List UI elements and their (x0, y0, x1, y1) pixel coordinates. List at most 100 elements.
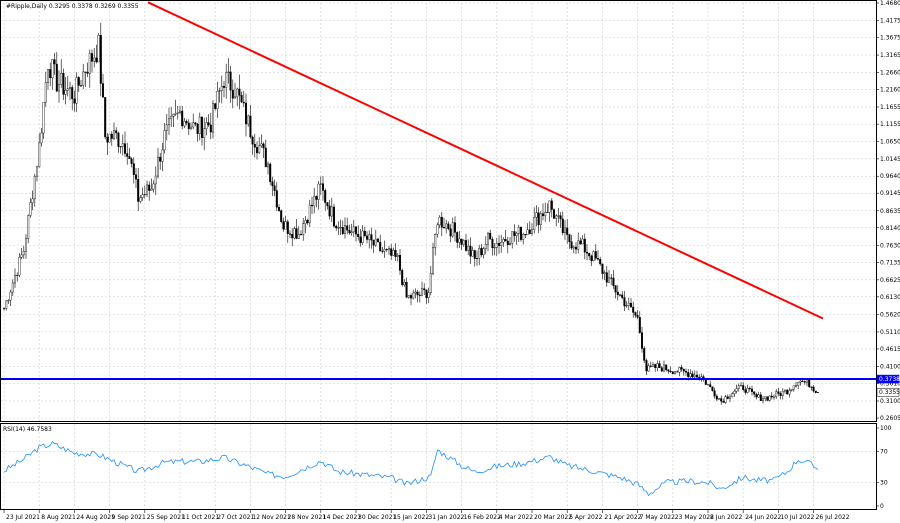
candle-body (123, 143, 126, 154)
candle-body (86, 71, 89, 74)
candle-body (645, 360, 648, 372)
price-label-text: 0.3738 (879, 376, 900, 383)
candle-body (363, 230, 366, 237)
candle-body (770, 395, 773, 398)
price-tick-label: 1.4680 (880, 0, 900, 7)
candle-body (744, 389, 747, 393)
candle-body (469, 245, 472, 257)
candle-body (79, 85, 82, 87)
candle-body (209, 124, 212, 133)
candle-body (418, 294, 421, 296)
candle-body (328, 205, 331, 217)
candle-body (676, 371, 679, 373)
price-tick-label: 1.4175 (880, 17, 900, 24)
candle-body (145, 184, 148, 195)
candle-body (42, 102, 45, 134)
price-tick-label: 0.3610 (880, 380, 900, 387)
time-tick-label: 31 Jan 2022 (428, 514, 464, 521)
candle-body (766, 396, 769, 401)
candle-body (379, 241, 382, 252)
candle-body (29, 202, 32, 216)
candle-body (231, 89, 234, 99)
resistance-trendline[interactable] (147, 1, 824, 320)
time-tick-label: 9 Sep 2021 (112, 514, 146, 521)
candle-body (95, 57, 98, 63)
candle-body (539, 213, 542, 225)
candle-body (322, 183, 325, 191)
candle-body (553, 209, 556, 219)
candle-body (352, 226, 355, 233)
candle-body (249, 115, 252, 138)
candle-body (555, 215, 558, 219)
candle-body (203, 128, 206, 139)
candle-body (572, 246, 575, 249)
candle-body (535, 212, 538, 218)
chart-title: #Ripple,Daily 0.3295 0.3378 0.3269 0.335… (6, 3, 139, 10)
candle-body (735, 388, 738, 392)
candle-body (407, 295, 410, 298)
candle-body (546, 212, 549, 214)
candle-body (130, 158, 133, 164)
candle-body (183, 121, 186, 127)
candle-body (31, 198, 34, 203)
candle-body (753, 391, 756, 395)
candle-body (654, 364, 657, 368)
candle-body (663, 364, 666, 372)
rsi-tick-label: 70 (880, 448, 888, 455)
candle-body (392, 249, 395, 256)
candle-body (196, 123, 199, 134)
time-tick-label: 27 Oct 2021 (217, 514, 254, 521)
candle-body (656, 363, 659, 368)
candle-body (476, 258, 479, 260)
candle-body (480, 247, 483, 255)
candle-body (286, 221, 289, 234)
price-tick-label: 0.3100 (880, 398, 900, 405)
time-tick-label: 30 Dec 2021 (358, 514, 397, 521)
candle-body (737, 385, 740, 389)
candle-body (44, 82, 47, 103)
time-tick-label: 23 May 2022 (675, 514, 714, 521)
candle-body (601, 263, 604, 274)
candle-body (636, 315, 639, 318)
candle-body (784, 389, 787, 392)
candle-body (489, 232, 492, 240)
candle-body (729, 396, 732, 399)
candle-body (506, 240, 509, 246)
candle-body (304, 220, 307, 224)
candle-body (115, 130, 118, 134)
candle-body (434, 234, 437, 248)
candle-body (346, 225, 349, 231)
candle-body (189, 126, 192, 129)
candle-body (449, 228, 452, 237)
candle-body (495, 242, 498, 248)
candle-body (311, 204, 314, 207)
candle-body (256, 147, 259, 154)
candle-body (97, 35, 100, 63)
candle-body (53, 59, 56, 65)
candle-body (707, 384, 710, 386)
candle-body (264, 147, 267, 168)
candle-body (473, 250, 476, 259)
candle-body (678, 367, 681, 373)
price-tick-label: 0.7135 (880, 259, 900, 266)
candle-body (623, 297, 626, 307)
candle-body (308, 204, 311, 224)
candle-body (581, 238, 584, 245)
candle-body (313, 196, 316, 207)
candle-body (733, 390, 736, 394)
candle-body (797, 382, 800, 386)
candle-body (390, 248, 393, 256)
candle-body (359, 236, 362, 243)
candle-body (777, 391, 780, 394)
candle-body (429, 273, 432, 293)
candle-body (632, 306, 635, 313)
candle-body (172, 114, 175, 117)
candle-body (667, 369, 670, 372)
candle-body (685, 371, 688, 373)
candle-body (126, 153, 129, 157)
candle-body (260, 143, 263, 147)
candle-body (462, 240, 465, 245)
candle-body (724, 396, 727, 403)
candle-body (511, 231, 514, 244)
candle-body (284, 221, 287, 230)
